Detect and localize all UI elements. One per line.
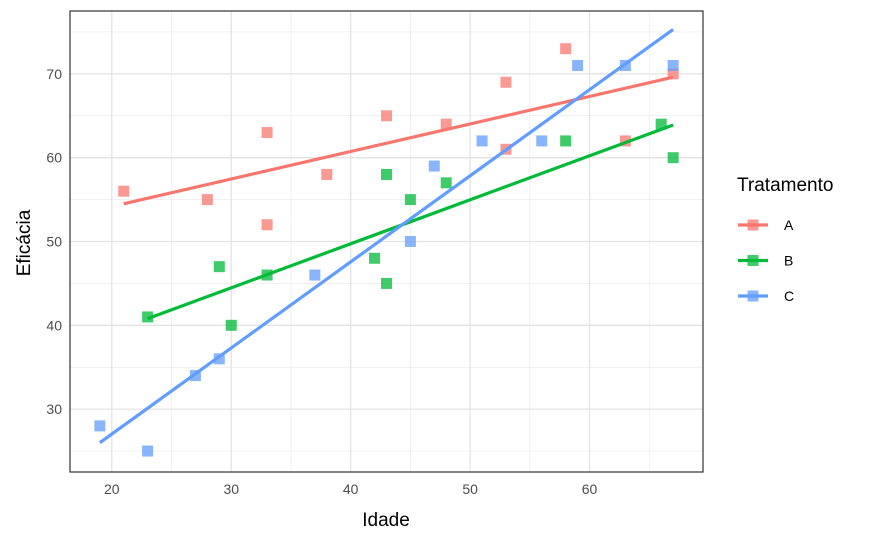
x-tick-label: 40 <box>343 481 359 497</box>
point-series-a <box>381 110 392 122</box>
point-series-b <box>213 261 225 273</box>
legend-key-point-c <box>747 290 759 302</box>
point-series-b <box>381 277 392 289</box>
y-tick-label: 30 <box>46 401 62 417</box>
point-series-a <box>667 68 679 80</box>
point-series-c <box>309 269 321 281</box>
point-series-a <box>560 43 572 55</box>
point-series-b <box>381 168 392 180</box>
point-series-a <box>500 76 512 88</box>
point-series-b <box>667 152 679 164</box>
point-series-c <box>572 59 584 71</box>
axis-ticks: 20 30 40 50 60 30 40 50 60 70 <box>46 66 597 497</box>
point-series-b <box>225 319 237 331</box>
point-series-a <box>321 168 333 180</box>
legend-key-point-a <box>747 219 759 231</box>
fit-line-series-a <box>123 75 674 206</box>
point-series-b <box>369 252 381 264</box>
legend-title: Tratamento <box>737 175 833 196</box>
legend: Tratamento A B C <box>737 175 833 304</box>
regression-lines <box>98 28 675 444</box>
point-series-b <box>404 194 416 206</box>
point-series-c <box>94 420 106 432</box>
point-series-c <box>428 160 440 172</box>
y-tick-label: 60 <box>46 150 62 166</box>
data-points <box>94 43 679 457</box>
point-series-c <box>536 135 548 147</box>
fit-line-series-b <box>147 123 674 321</box>
point-series-a <box>261 127 273 139</box>
point-series-a <box>440 118 452 130</box>
y-axis-title: Eficácia <box>14 209 35 276</box>
legend-label-b: B <box>784 253 793 269</box>
point-series-c <box>667 59 679 71</box>
y-tick-label: 50 <box>46 234 62 250</box>
x-tick-label: 30 <box>223 481 239 497</box>
point-series-b <box>560 135 572 147</box>
point-series-a <box>118 185 130 197</box>
point-series-c <box>404 236 416 247</box>
legend-label-c: C <box>784 288 794 304</box>
legend-label-a: A <box>784 217 794 233</box>
y-tick-label: 40 <box>46 317 62 333</box>
point-series-a <box>201 194 213 206</box>
panel-border <box>69 10 704 473</box>
point-series-c <box>142 445 154 457</box>
x-tick-label: 20 <box>104 481 120 497</box>
x-tick-label: 60 <box>582 481 598 497</box>
point-series-a <box>261 219 273 231</box>
x-tick-label: 50 <box>462 481 478 497</box>
grid-lines <box>70 11 703 472</box>
point-series-b <box>655 118 667 130</box>
fit-line-series-c <box>98 28 675 444</box>
y-tick-label: 70 <box>46 66 62 82</box>
x-axis-title: Idade <box>362 510 410 531</box>
point-series-c <box>213 353 225 365</box>
point-series-c <box>476 135 488 147</box>
point-series-b <box>440 177 452 189</box>
legend-key-point-b <box>747 255 759 266</box>
